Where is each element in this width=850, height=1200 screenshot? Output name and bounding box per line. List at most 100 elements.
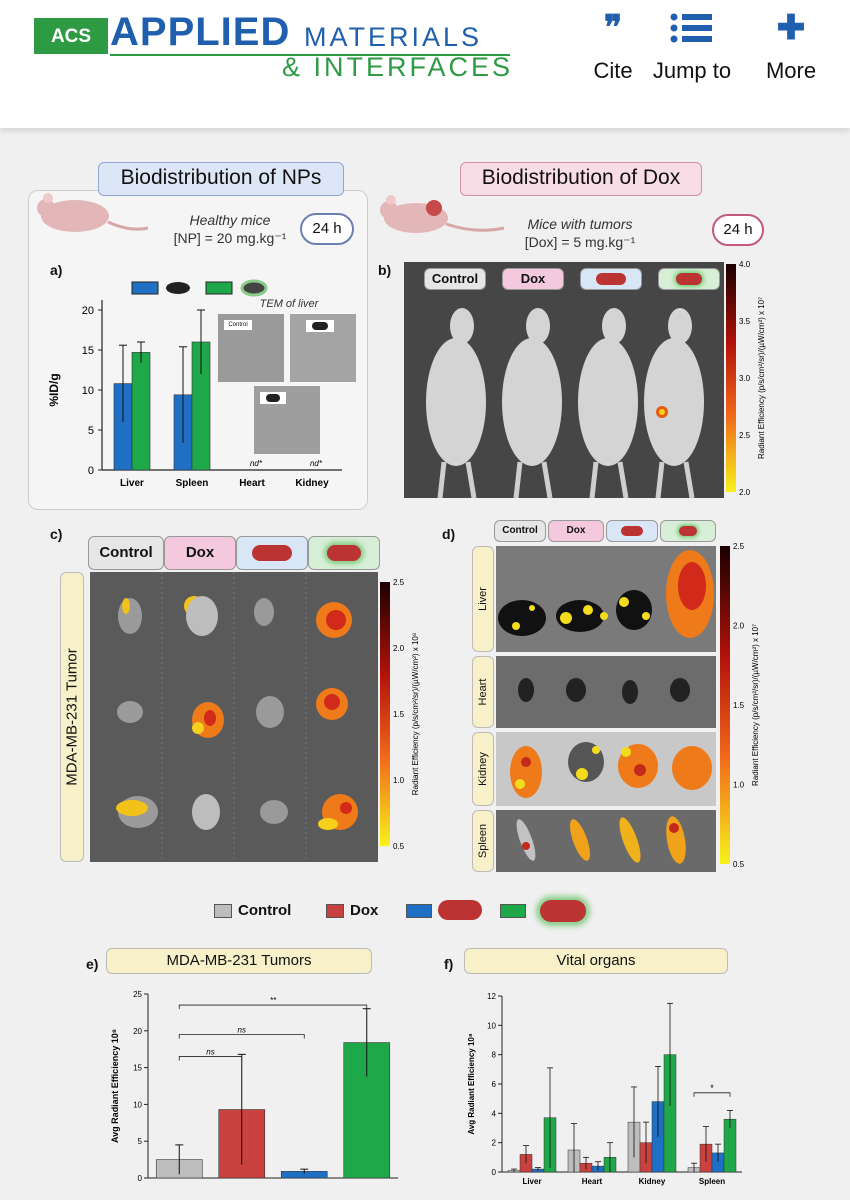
- d-label-green-np: [660, 520, 716, 542]
- e-significance-bracket: [178, 1034, 305, 1039]
- legend-swatch-control: [214, 904, 232, 918]
- tumor-imaging-image: [90, 572, 378, 862]
- tem-image-control: Control: [218, 314, 284, 382]
- e-ylabel: Avg Radiant Efficiency 10⁸: [110, 1029, 120, 1143]
- organ-image-liver: [496, 546, 716, 652]
- right-note-2: [Dox] = 5 mg.kg⁻¹: [524, 234, 636, 250]
- left-note-1: Healthy mice: [189, 212, 271, 228]
- tem-image-green-np: [254, 386, 320, 454]
- e-ytick-label: 0: [138, 1174, 143, 1183]
- f-significance-label: *: [710, 1083, 714, 1093]
- d-label-control: Control: [494, 520, 546, 542]
- colorbar-tick-label: 1.5: [733, 701, 745, 710]
- f-significance-bracket: [693, 1092, 731, 1097]
- a-legend-np: [166, 282, 190, 294]
- tumor-blobs: [116, 572, 358, 862]
- panel-c-letter: c): [50, 526, 63, 542]
- a-ytick-label: 5: [88, 425, 94, 437]
- a-annotation: nd*: [310, 459, 323, 468]
- organ-image-spleen: [496, 810, 716, 872]
- cite-button[interactable]: ❞ Cite: [572, 6, 654, 96]
- logo-acs: ACS: [34, 18, 108, 54]
- colorbar-tick-label: 4.0: [739, 260, 751, 269]
- legend-np-icon: [438, 900, 482, 920]
- colorbar-gradient: [720, 546, 730, 864]
- left-title-pill: Biodistribution of NPs: [98, 162, 344, 196]
- logo-applied: APPLIED: [110, 10, 291, 54]
- colorbar-tick-label: 2.0: [733, 622, 745, 631]
- a-xtick-label: Kidney: [295, 478, 329, 489]
- f-ylabel: Avg Radiant Efficiency 10⁸: [467, 1033, 476, 1135]
- colorbar-tick-label: 1.0: [393, 776, 405, 785]
- a-legend-green: [205, 281, 233, 295]
- quote-icon: ❞: [603, 9, 623, 47]
- e-significance-label: **: [270, 996, 277, 1005]
- colorbar-tick-label: 2.5: [393, 578, 405, 587]
- colorbar-title: Radiant Efficiency (p/s/cm²/sr)/(µW/cm²)…: [751, 624, 760, 786]
- a-legend-coated-np: [240, 279, 268, 297]
- colorbar-d: 2.5 2.0 1.5 1.0 0.5 Radiant Efficiency (p/s/c…: [720, 542, 760, 869]
- a-xtick-label: Spleen: [176, 478, 209, 489]
- c-label-dox: Dox: [164, 536, 236, 570]
- e-ytick-label: 10: [133, 1100, 142, 1109]
- journal-logo[interactable]: ACS APPLIED MATERIALS & INTERFACES: [34, 10, 514, 86]
- panel-b-letter: b): [378, 262, 392, 278]
- f-ytick-label: 8: [492, 1051, 497, 1060]
- a-ytick-label: 15: [82, 345, 94, 357]
- tem-image-blue-np: [290, 314, 356, 382]
- f-xtick-label: Spleen: [699, 1177, 725, 1186]
- a-annotation: nd*: [250, 459, 263, 468]
- e-significance-label: ns: [206, 1048, 214, 1057]
- d-label-blue-np: [606, 520, 658, 542]
- logo-materials: MATERIALS: [304, 22, 483, 52]
- colorbar-tick-label: 1.0: [733, 781, 745, 790]
- plus-icon: ✚: [776, 9, 806, 47]
- a-xtick-label: Liver: [120, 478, 144, 489]
- colorbar-tick-label: 2.5: [733, 542, 745, 551]
- list-icon: [642, 6, 742, 50]
- b-label-dox: Dox: [502, 268, 564, 290]
- f-xtick-label: Heart: [582, 1177, 603, 1186]
- tumor-vertical-label: MDA-MB-231 Tumor: [60, 572, 84, 862]
- organ-image-heart: [496, 656, 716, 728]
- colorbar-tick-label: 0.5: [733, 860, 745, 869]
- e-significance-label: ns: [238, 1025, 246, 1034]
- tumor-mouse-icon: [380, 195, 505, 233]
- e-ytick-label: 15: [133, 1064, 142, 1073]
- f-title: Vital organs: [464, 948, 728, 974]
- mice-imaging-image: Control Dox: [404, 262, 724, 498]
- colorbar-tick-label: 2.0: [739, 488, 751, 497]
- colorbar-gradient: [726, 264, 736, 492]
- f-ytick-label: 12: [487, 992, 496, 1001]
- chart-f: 0 2 4 6 8 10 12 Avg Radiant Efficiency 10⁸ Liver…: [467, 992, 742, 1186]
- colorbar-tick-label: 1.5: [393, 710, 405, 719]
- panel-f-letter: f): [444, 956, 454, 972]
- legend-swatch-blue-np: [406, 904, 432, 918]
- f-xtick-label: Kidney: [639, 1177, 666, 1186]
- right-note-1: Mice with tumors: [527, 216, 633, 232]
- jump-to-button[interactable]: Jump to: [642, 6, 742, 96]
- colorbar-tick-label: 3.0: [739, 374, 751, 383]
- tem-label: TEM of liver: [259, 298, 319, 310]
- d-label-dox: Dox: [548, 520, 604, 542]
- left-note-2: [NP] = 20 mg.kg⁻¹: [173, 230, 287, 246]
- c-label-green-np: [308, 536, 380, 570]
- a-ytick-label: 0: [88, 465, 94, 477]
- app-header: ACS APPLIED MATERIALS & INTERFACES ❞ Cit…: [0, 0, 850, 128]
- e-significance-bracket: [178, 1056, 243, 1061]
- mice-silhouettes: [426, 308, 704, 498]
- f-ytick-label: 6: [492, 1080, 497, 1089]
- tem-control-label: Control: [224, 320, 252, 330]
- colorbar-title: Radiant Efficiency (p/s/cm²/sr)/(µW/cm²)…: [411, 633, 420, 796]
- c-label-control: Control: [88, 536, 164, 570]
- panel-a-letter: a): [50, 262, 63, 278]
- colorbar-c: 2.5 2.0 1.5 1.0 0.5 Radiant Efficiency (p/s/c…: [380, 578, 420, 851]
- more-label: More: [765, 58, 817, 83]
- logo-interfaces: & INTERFACES: [282, 52, 514, 82]
- legend-coated-np-icon: [540, 900, 586, 922]
- f-ytick-label: 4: [492, 1109, 497, 1118]
- e-ytick-label: 25: [133, 990, 142, 999]
- chart-a: 0 5 10 15 20 %ID/g Liver Spleen Heart Kidney nd* nd…: [47, 279, 342, 489]
- more-button[interactable]: ✚ More: [756, 6, 826, 96]
- right-time-badge: 24 h: [712, 214, 764, 246]
